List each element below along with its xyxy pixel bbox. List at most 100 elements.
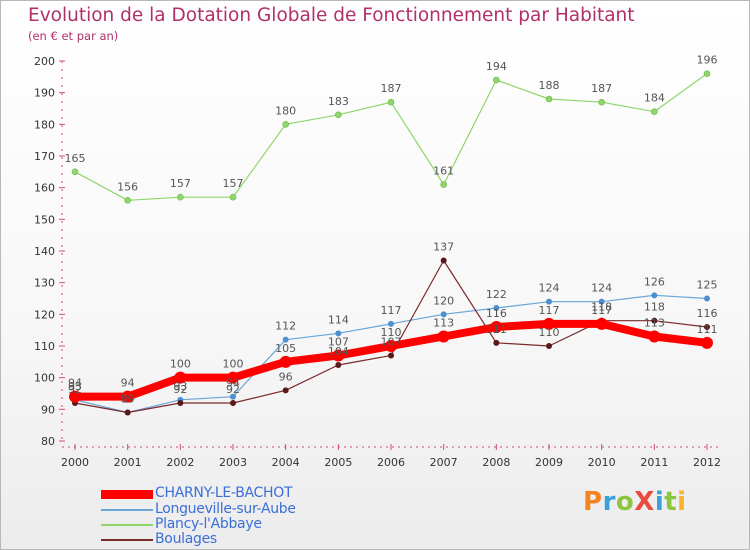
data-label-boulages: 107 <box>381 336 402 349</box>
x-tick-label: 2005 <box>324 456 352 469</box>
data-label-plancy: 180 <box>275 104 296 117</box>
data-label-boulages: 92 <box>68 383 82 396</box>
y-tick-label: 160 <box>34 182 55 195</box>
data-point-charny <box>227 371 239 384</box>
logo-letter: i <box>677 487 687 517</box>
data-label-boulages: 118 <box>591 301 612 314</box>
data-label-plancy: 156 <box>117 180 138 193</box>
y-tick-label: 150 <box>34 213 55 226</box>
data-point-boulages <box>230 400 236 406</box>
data-point-plancy <box>387 98 395 106</box>
data-point-boulages <box>282 387 289 394</box>
data-label-boulages: 110 <box>539 326 560 339</box>
data-point-charny <box>648 330 661 343</box>
data-point-longueville <box>388 320 394 327</box>
x-tick-label: 2010 <box>588 456 616 469</box>
data-label-charny: 100 <box>223 358 244 371</box>
y-tick-label: 120 <box>34 308 55 321</box>
data-point-plancy <box>440 181 447 188</box>
data-point-longueville <box>651 292 658 299</box>
data-label-plancy: 187 <box>591 82 612 95</box>
data-label-charny: 113 <box>433 317 454 330</box>
legend-swatch-charny <box>101 490 153 499</box>
data-label-plancy: 157 <box>170 177 191 190</box>
data-label-charny: 111 <box>697 323 718 336</box>
data-label-charny: 117 <box>539 304 560 317</box>
data-label-longueville: 125 <box>697 279 718 292</box>
data-point-plancy <box>177 193 184 201</box>
data-label-charny: 94 <box>68 377 82 390</box>
data-label-plancy: 157 <box>223 177 244 190</box>
data-label-longueville: 126 <box>644 275 665 288</box>
data-point-boulages <box>440 257 447 264</box>
x-tick-label: 2002 <box>166 456 194 469</box>
y-tick-label: 80 <box>41 435 55 448</box>
data-point-boulages <box>388 352 394 359</box>
data-label-longueville: 93 <box>68 380 82 393</box>
data-point-plancy <box>282 121 289 128</box>
legend-label-charny: CHARNY-LE-BACHOT <box>155 485 293 501</box>
data-label-charny: 105 <box>275 342 296 355</box>
y-tick-label: 100 <box>34 372 55 385</box>
data-label-boulages: 116 <box>697 307 718 320</box>
data-point-boulages <box>704 324 710 330</box>
y-tick-label: 130 <box>34 277 55 290</box>
data-point-boulages <box>177 400 184 406</box>
data-point-charny <box>121 390 134 403</box>
data-label-plancy: 194 <box>486 60 507 73</box>
data-point-charny <box>595 317 608 330</box>
data-label-plancy: 188 <box>539 79 560 92</box>
y-tick-label: 200 <box>34 55 55 68</box>
data-label-plancy: 196 <box>697 54 718 67</box>
logo-letter: X <box>634 487 655 517</box>
legend-swatch-boulages <box>101 539 153 541</box>
data-label-charny: 117 <box>591 304 612 317</box>
data-label-charny: 116 <box>486 307 507 320</box>
y-tick-label: 190 <box>34 87 55 100</box>
x-tick-label: 2001 <box>114 456 142 469</box>
x-tick-label: 2006 <box>377 456 405 469</box>
data-point-charny <box>701 336 713 349</box>
logo-letter: r <box>602 487 616 517</box>
data-point-plancy <box>703 70 711 77</box>
data-label-longueville: 124 <box>539 282 560 295</box>
y-tick-label: 90 <box>41 403 55 416</box>
series-charny <box>69 317 713 403</box>
data-point-longueville <box>493 305 500 311</box>
data-point-charny <box>174 371 187 384</box>
data-label-longueville: 112 <box>275 320 296 333</box>
y-tick-label: 110 <box>34 340 55 353</box>
data-point-plancy <box>229 193 237 201</box>
data-point-plancy <box>493 76 500 84</box>
data-label-longueville: 94 <box>226 377 240 390</box>
data-label-charny: 107 <box>328 336 349 349</box>
data-point-longueville <box>440 311 447 318</box>
series-plancy <box>71 70 711 204</box>
x-tick-label: 2000 <box>61 456 89 469</box>
data-point-charny <box>279 355 292 368</box>
data-label-charny: 113 <box>644 317 665 330</box>
data-point-charny <box>332 349 345 362</box>
data-label-boulages: 92 <box>226 383 240 396</box>
data-label-plancy: 165 <box>65 152 86 165</box>
data-label-boulages: 96 <box>279 370 293 383</box>
data-label-longueville: 124 <box>591 282 612 295</box>
data-point-charny <box>490 321 503 333</box>
data-point-boulages <box>546 343 552 349</box>
data-label-longueville: 122 <box>486 288 507 301</box>
y-tick-label: 170 <box>34 150 55 163</box>
data-label-charny: 110 <box>381 326 402 339</box>
x-tick-label: 2008 <box>482 456 510 469</box>
data-label-longueville: 120 <box>433 294 454 307</box>
data-point-boulages <box>651 317 658 324</box>
x-tick-label: 2004 <box>272 456 300 469</box>
data-label-plancy: 187 <box>381 82 402 95</box>
data-label-boulages: 89 <box>121 393 135 406</box>
x-tick-label: 2003 <box>219 456 247 469</box>
data-label-charny: 94 <box>121 377 135 390</box>
data-point-charny <box>437 330 450 343</box>
data-label-boulages: 104 <box>328 345 349 358</box>
x-tick-label: 2011 <box>640 456 668 469</box>
